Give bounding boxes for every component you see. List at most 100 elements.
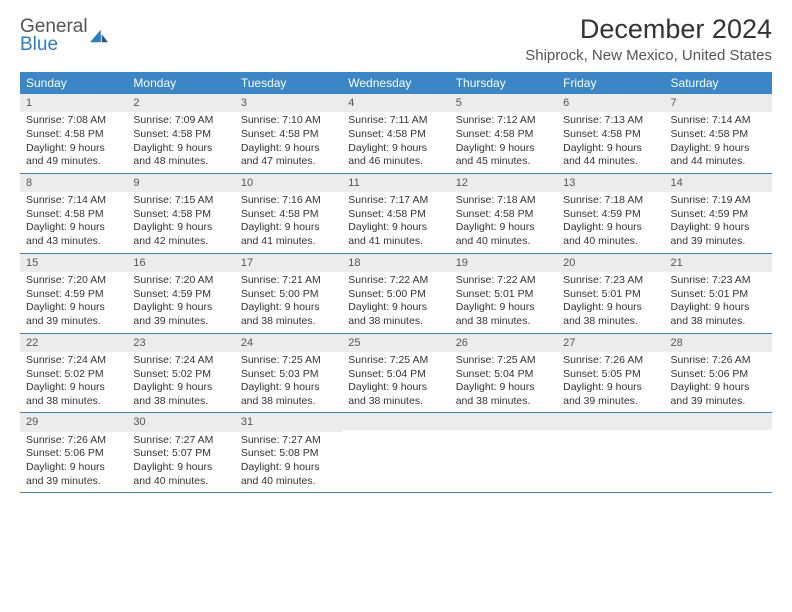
daylight-text: Daylight: 9 hours and 40 minutes. xyxy=(241,461,336,488)
day-number: 4 xyxy=(342,94,449,112)
day-cell: 30Sunrise: 7:27 AMSunset: 5:07 PMDayligh… xyxy=(127,413,234,492)
sunrise-text: Sunrise: 7:23 AM xyxy=(671,274,766,288)
sunrise-text: Sunrise: 7:23 AM xyxy=(563,274,658,288)
sunrise-text: Sunrise: 7:08 AM xyxy=(26,114,121,128)
day-number: 14 xyxy=(665,174,772,192)
day-info: Sunrise: 7:25 AMSunset: 5:04 PMDaylight:… xyxy=(450,354,557,409)
day-cell xyxy=(557,413,664,492)
day-info: Sunrise: 7:22 AMSunset: 5:01 PMDaylight:… xyxy=(450,274,557,329)
day-cell: 14 Sunrise: 7:19 AMSunset: 4:59 PMDayligh… xyxy=(665,174,772,253)
day-cell: 5Sunrise: 7:12 AMSunset: 4:58 PMDaylight… xyxy=(450,94,557,173)
day-cell: 6 Sunrise: 7:13 AMSunset: 4:58 PMDaylight… xyxy=(557,94,664,173)
day-info: Sunrise: 7:25 AMSunset: 5:03 PMDaylight:… xyxy=(235,354,342,409)
daylight-text: Daylight: 9 hours and 38 minutes. xyxy=(671,301,766,328)
sunrise-text: Sunrise: 7:12 AM xyxy=(456,114,551,128)
day-info: Sunrise: 7:27 AMSunset: 5:08 PMDaylight:… xyxy=(235,434,342,489)
day-info: Sunrise: 7:15 AMSunset: 4:58 PMDaylight:… xyxy=(127,194,234,249)
day-cell xyxy=(450,413,557,492)
day-number: 8 xyxy=(20,174,127,192)
day-info: Sunrise: 7:19 AMSunset: 4:59 PMDaylight:… xyxy=(665,194,772,249)
sunset-text: Sunset: 5:01 PM xyxy=(563,288,658,302)
sunset-text: Sunset: 4:58 PM xyxy=(133,128,228,142)
week-row: 29Sunrise: 7:26 AMSunset: 5:06 PMDayligh… xyxy=(20,413,772,493)
week-row: 22Sunrise: 7:24 AMSunset: 5:02 PMDayligh… xyxy=(20,334,772,414)
day-info: Sunrise: 7:20 AMSunset: 4:59 PMDaylight:… xyxy=(127,274,234,329)
daylight-text: Daylight: 9 hours and 38 minutes. xyxy=(563,301,658,328)
daylight-text: Daylight: 9 hours and 38 minutes. xyxy=(456,381,551,408)
day-cell xyxy=(665,413,772,492)
day-cell: 29Sunrise: 7:26 AMSunset: 5:06 PMDayligh… xyxy=(20,413,127,492)
sunrise-text: Sunrise: 7:14 AM xyxy=(26,194,121,208)
day-info: Sunrise: 7:17 AMSunset: 4:58 PMDaylight:… xyxy=(342,194,449,249)
daylight-text: Daylight: 9 hours and 40 minutes. xyxy=(133,461,228,488)
daylight-text: Daylight: 9 hours and 42 minutes. xyxy=(133,221,228,248)
sunrise-text: Sunrise: 7:25 AM xyxy=(348,354,443,368)
day-info: Sunrise: 7:26 AMSunset: 5:06 PMDaylight:… xyxy=(20,434,127,489)
day-cell: 4Sunrise: 7:11 AMSunset: 4:58 PMDaylight… xyxy=(342,94,449,173)
day-number: 2 xyxy=(127,94,234,112)
daylight-text: Daylight: 9 hours and 49 minutes. xyxy=(26,142,121,169)
day-info: Sunrise: 7:20 AMSunset: 4:59 PMDaylight:… xyxy=(20,274,127,329)
day-cell: 12Sunrise: 7:18 AMSunset: 4:58 PMDayligh… xyxy=(450,174,557,253)
day-cell: 19 Sunrise: 7:22 AMSunset: 5:01 PMDayligh… xyxy=(450,254,557,333)
day-number: 6 xyxy=(557,94,664,112)
day-info: Sunrise: 7:09 AMSunset: 4:58 PMDaylight:… xyxy=(127,114,234,169)
sunset-text: Sunset: 4:58 PM xyxy=(563,128,658,142)
sunrise-text: Sunrise: 7:27 AM xyxy=(241,434,336,448)
sunset-text: Sunset: 5:06 PM xyxy=(671,368,766,382)
day-cell: 18Sunrise: 7:22 AMSunset: 5:00 PMDayligh… xyxy=(342,254,449,333)
daylight-text: Daylight: 9 hours and 38 minutes. xyxy=(241,301,336,328)
day-info: Sunrise: 7:12 AMSunset: 4:58 PMDaylight:… xyxy=(450,114,557,169)
day-number: 21 xyxy=(665,254,772,272)
sunrise-text: Sunrise: 7:18 AM xyxy=(456,194,551,208)
day-info: Sunrise: 7:14 AMSunset: 4:58 PMDaylight:… xyxy=(665,114,772,169)
day-info: Sunrise: 7:23 AMSunset: 5:01 PMDaylight:… xyxy=(557,274,664,329)
sunrise-text: Sunrise: 7:13 AM xyxy=(563,114,658,128)
day-number xyxy=(557,413,664,430)
day-number: 19 xyxy=(450,254,557,272)
sunrise-text: Sunrise: 7:10 AM xyxy=(241,114,336,128)
day-header-cell: Sunday xyxy=(20,72,127,94)
day-cell: 21 Sunrise: 7:23 AMSunset: 5:01 PMDayligh… xyxy=(665,254,772,333)
day-number: 3 xyxy=(235,94,342,112)
daylight-text: Daylight: 9 hours and 39 minutes. xyxy=(133,301,228,328)
sunrise-text: Sunrise: 7:20 AM xyxy=(133,274,228,288)
daylight-text: Daylight: 9 hours and 39 minutes. xyxy=(26,301,121,328)
sunrise-text: Sunrise: 7:19 AM xyxy=(671,194,766,208)
daylight-text: Daylight: 9 hours and 38 minutes. xyxy=(133,381,228,408)
day-info: Sunrise: 7:24 AMSunset: 5:02 PMDaylight:… xyxy=(20,354,127,409)
sunrise-text: Sunrise: 7:25 AM xyxy=(456,354,551,368)
sunset-text: Sunset: 5:08 PM xyxy=(241,447,336,461)
sunrise-text: Sunrise: 7:15 AM xyxy=(133,194,228,208)
day-cell: 25Sunrise: 7:25 AMSunset: 5:04 PMDayligh… xyxy=(342,334,449,413)
sunrise-text: Sunrise: 7:20 AM xyxy=(26,274,121,288)
day-info: Sunrise: 7:23 AMSunset: 5:01 PMDaylight:… xyxy=(665,274,772,329)
day-header-cell: Thursday xyxy=(450,72,557,94)
daylight-text: Daylight: 9 hours and 47 minutes. xyxy=(241,142,336,169)
day-info: Sunrise: 7:10 AMSunset: 4:58 PMDaylight:… xyxy=(235,114,342,169)
sunset-text: Sunset: 4:58 PM xyxy=(348,128,443,142)
sunrise-text: Sunrise: 7:27 AM xyxy=(133,434,228,448)
day-info: Sunrise: 7:26 AMSunset: 5:06 PMDaylight:… xyxy=(665,354,772,409)
day-number: 25 xyxy=(342,334,449,352)
sunrise-text: Sunrise: 7:18 AM xyxy=(563,194,658,208)
header: General Blue December 2024 Shiprock, New… xyxy=(20,14,772,64)
daylight-text: Daylight: 9 hours and 44 minutes. xyxy=(563,142,658,169)
day-header-row: SundayMondayTuesdayWednesdayThursdayFrid… xyxy=(20,72,772,94)
day-info: Sunrise: 7:26 AMSunset: 5:05 PMDaylight:… xyxy=(557,354,664,409)
sunrise-text: Sunrise: 7:24 AM xyxy=(133,354,228,368)
day-info: Sunrise: 7:21 AMSunset: 5:00 PMDaylight:… xyxy=(235,274,342,329)
sunset-text: Sunset: 5:01 PM xyxy=(671,288,766,302)
day-cell: 1Sunrise: 7:08 AMSunset: 4:58 PMDaylight… xyxy=(20,94,127,173)
sunrise-text: Sunrise: 7:22 AM xyxy=(348,274,443,288)
sunrise-text: Sunrise: 7:21 AM xyxy=(241,274,336,288)
day-header-cell: Friday xyxy=(557,72,664,94)
day-number: 15 xyxy=(20,254,127,272)
sunset-text: Sunset: 4:58 PM xyxy=(456,208,551,222)
day-cell: 22Sunrise: 7:24 AMSunset: 5:02 PMDayligh… xyxy=(20,334,127,413)
sunset-text: Sunset: 5:03 PM xyxy=(241,368,336,382)
day-cell: 13Sunrise: 7:18 AMSunset: 4:59 PMDayligh… xyxy=(557,174,664,253)
sunset-text: Sunset: 4:59 PM xyxy=(563,208,658,222)
sunset-text: Sunset: 4:58 PM xyxy=(241,128,336,142)
logo: General Blue xyxy=(20,18,108,54)
